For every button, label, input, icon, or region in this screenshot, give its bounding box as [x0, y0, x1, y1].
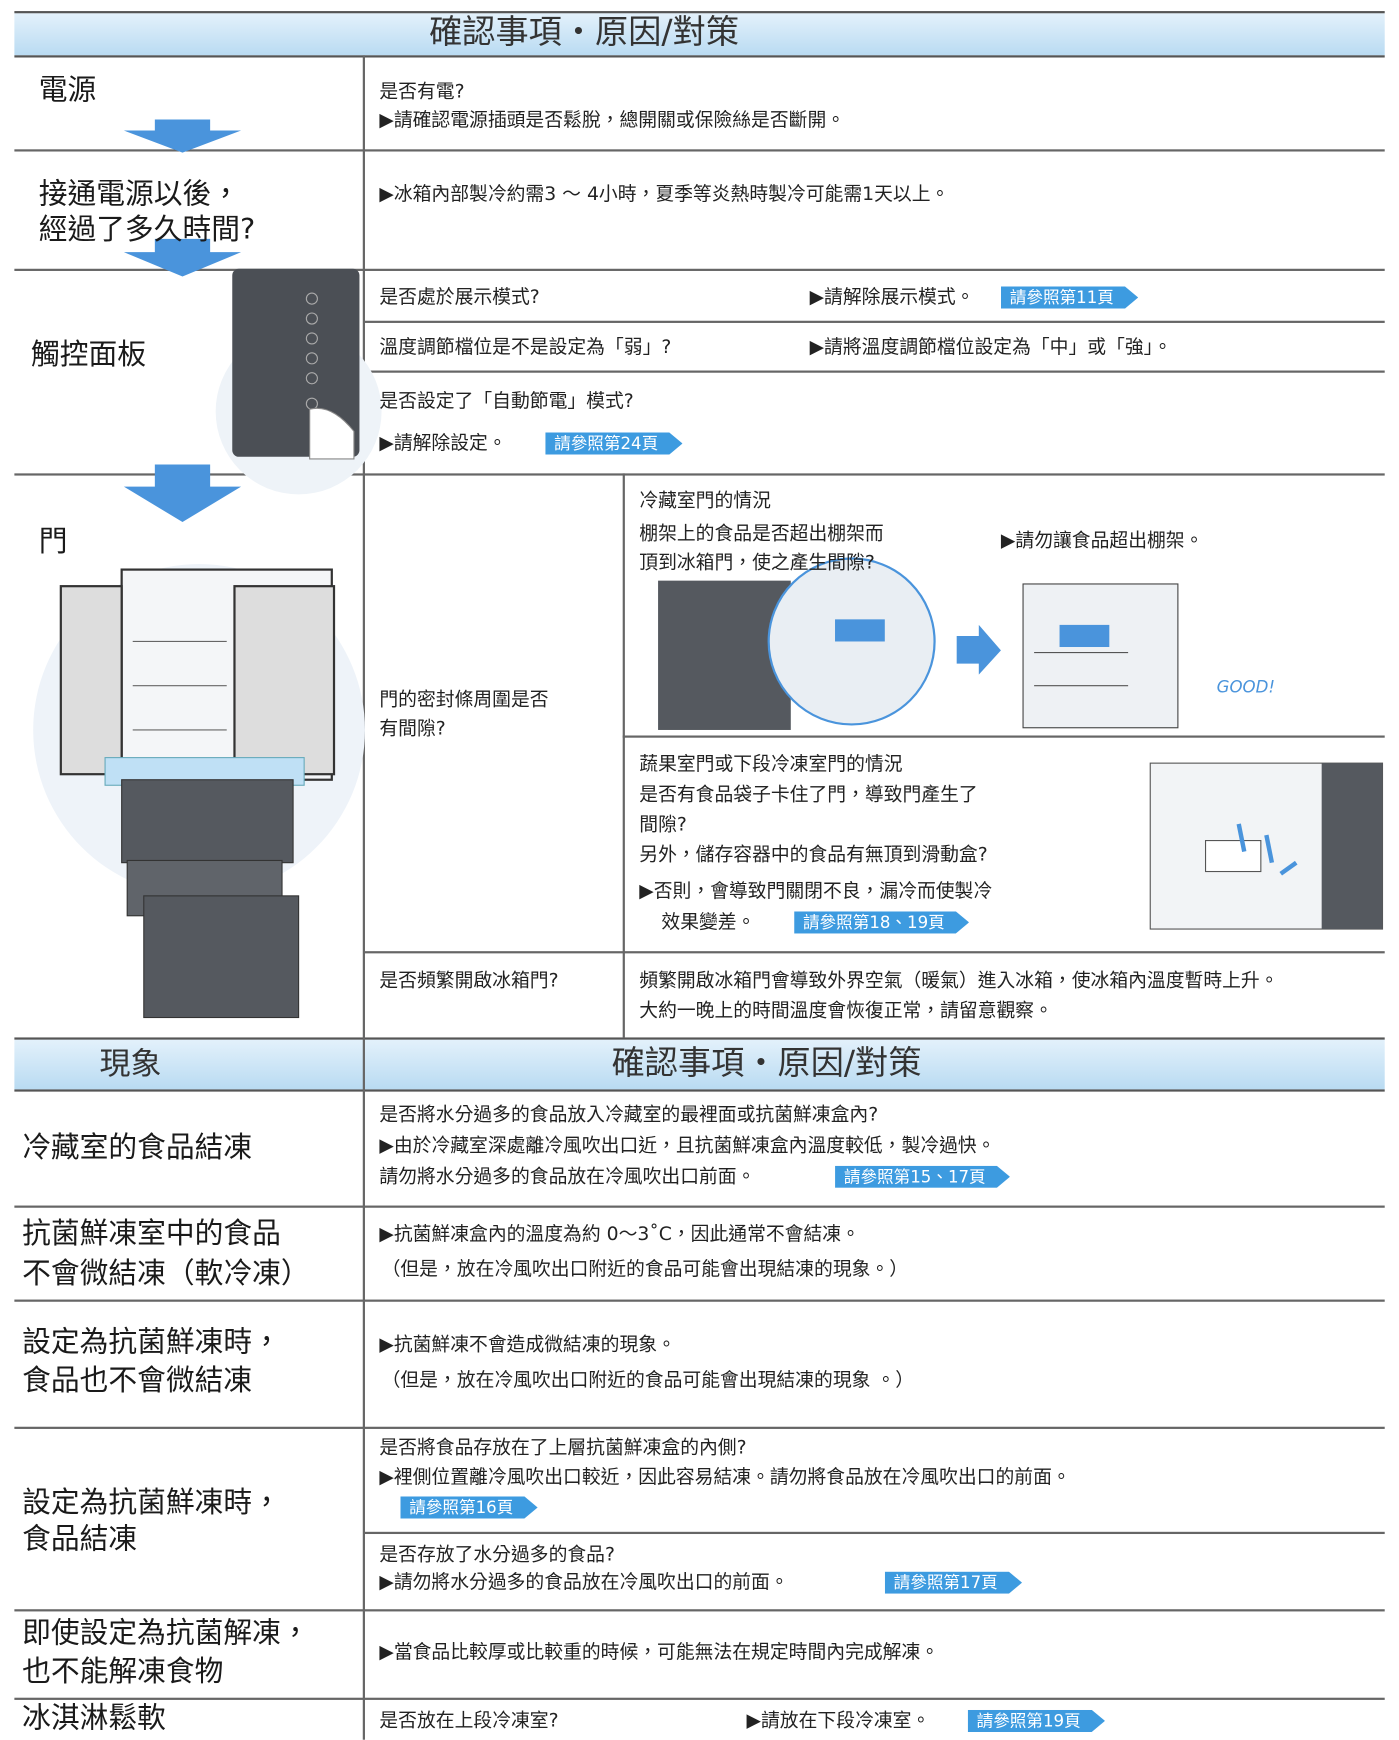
- panel-buttons: [305, 292, 318, 410]
- column-divider: [622, 473, 625, 1038]
- row-label: 冷藏室的食品結凍: [22, 1131, 253, 1165]
- action: ▶由於冷藏室深處離冷風吹出口近，且抗菌鮮凍盒內溫度較低，製冷過快。: [379, 1134, 996, 1157]
- row-line: [14, 1299, 1385, 1302]
- header-title: 確認事項・原因/對策: [611, 1044, 922, 1083]
- check: 是否有電?: [379, 80, 465, 103]
- header-col1: 現象: [99, 1045, 162, 1082]
- case-title: 蔬果室門或下段冷凍室門的情況: [639, 753, 903, 776]
- header-bar: [14, 1037, 1385, 1092]
- check: 是否頻繁開啟冰箱門?: [379, 969, 559, 993]
- action: ▶否則，會導致門關閉不良，漏冷而使製冷: [639, 880, 993, 903]
- action: 效果變差。: [661, 911, 756, 934]
- row-label: 經過了多久時間?: [38, 213, 256, 247]
- row-line: [14, 473, 1385, 476]
- page-ref: 請參照第15、17頁: [835, 1166, 1010, 1188]
- action: ▶抗菌鮮凍不會造成微結凍的現象。: [379, 1333, 676, 1356]
- question: 頂到冰箱門，使之產生間隙?: [639, 551, 875, 575]
- check: 是否將食品存放在了上層抗菌鮮凍盒的內側?: [379, 1436, 747, 1459]
- action: ▶抗菌鮮凍盒內的溫度為約 0～3˚C，因此通常不會結凍。: [379, 1223, 860, 1246]
- question: 棚架上的食品是否超出棚架而: [639, 523, 884, 546]
- case-title: 冷藏室門的情況: [639, 489, 771, 513]
- arrow-down: [123, 464, 242, 523]
- flow-arrows: [123, 119, 242, 523]
- row-label: 不會微結凍（軟冷凍）: [22, 1257, 310, 1291]
- header-bar: [14, 11, 1385, 58]
- action: ▶請將溫度調節檔位設定為「中」或「強」。: [809, 336, 1172, 359]
- question: 是否有食品袋子卡住了門，導致門產生了: [639, 784, 978, 807]
- row-label: 門: [38, 525, 68, 559]
- illustrations: [33, 119, 1384, 1019]
- page-ref: 請參照第19頁: [968, 1710, 1105, 1732]
- row-label: 電源: [38, 74, 97, 108]
- arrow-down: [123, 119, 242, 153]
- check: 是否存放了水分過多的食品?: [379, 1543, 615, 1567]
- action: ▶請解除設定。: [379, 432, 507, 455]
- row-label: 冰淇淋鬆軟: [22, 1702, 166, 1736]
- arrow-down: [123, 238, 242, 277]
- check: 是否設定了「自動節電」模式?: [379, 390, 634, 413]
- row-line: [14, 1697, 1385, 1700]
- page-ref: 請參照第17頁: [885, 1572, 1022, 1594]
- hand: [309, 407, 355, 460]
- row-label: 抗菌鮮凍室中的食品: [22, 1217, 281, 1251]
- row-line: [14, 1426, 1385, 1429]
- fridge: [59, 568, 336, 1019]
- check: 是否將水分過多的食品放入冷藏室的最裡面或抗菌鮮凍盒內?: [379, 1103, 879, 1126]
- action: ▶請勿讓食品超出棚架。: [1000, 529, 1204, 552]
- action: ▶冰箱內部製冷約需3 ～ 4小時，夏季等炎熱時製冷可能需1天以上。: [379, 183, 950, 206]
- header-title: 確認事項・原因/對策: [429, 13, 739, 52]
- question: 另外，儲存容器中的食品有無頂到滑動盒?: [639, 843, 988, 866]
- row-label: 觸控面板: [30, 338, 147, 372]
- action: ▶請解除展示模式。: [809, 286, 975, 309]
- drawer-illustration: [1149, 762, 1384, 930]
- row-line: [364, 320, 1385, 323]
- action: ▶請勿將水分過多的食品放在冷風吹出口的前面。: [379, 1571, 789, 1594]
- row-label: 設定為抗菌鮮凍時，: [22, 1326, 281, 1360]
- column-divider: [362, 55, 365, 1740]
- row-label: 也不能解凍食物: [22, 1655, 224, 1689]
- row-label: 即使設定為抗菌解凍，: [22, 1616, 310, 1651]
- action: （但是，放在冷風吹出口附近的食品可能會出現結凍的現象。）: [381, 1258, 909, 1281]
- page-ref: 請參照第18、19頁: [794, 911, 969, 933]
- page-ref: 請參照第24頁: [545, 432, 682, 454]
- action: 大約一晚上的時間溫度會恢復正常，請留意觀察。: [639, 999, 1053, 1022]
- check: 是否放在上段冷凍室?: [379, 1709, 559, 1732]
- page-ref: 請參照第16頁: [400, 1496, 537, 1518]
- row-line: [364, 1531, 1385, 1534]
- row-line: [622, 735, 1385, 738]
- page-ref: 請參照第11頁: [1001, 286, 1138, 308]
- row-line: [14, 1609, 1385, 1611]
- action: 頻繁開啟冰箱門會導致外界空氣（暖氣）進入冰箱，使冰箱內溫度暫時上升。: [639, 969, 1279, 993]
- question: 間隙?: [639, 814, 687, 837]
- row-line: [14, 268, 1385, 271]
- action: 請勿將水分過多的食品放在冷風吹出口前面。: [379, 1165, 756, 1188]
- row-label: 食品結凍: [22, 1522, 138, 1557]
- row-line: [364, 951, 1385, 953]
- row-line: [14, 149, 1385, 151]
- action: ▶裡側位置離冷風吹出口較近，因此容易結凍。請勿將食品放在冷風吹出口的前面。: [379, 1466, 1071, 1489]
- action: ▶請放在下段冷凍室。: [746, 1709, 931, 1732]
- shelf-illustration: [658, 557, 1179, 730]
- action: ▶當食品比較厚或比較重的時候，可能無法在規定時間內完成解凍。: [379, 1641, 940, 1664]
- check: 是否處於展示模式?: [379, 286, 540, 309]
- row-label: 設定為抗菌鮮凍時，: [22, 1486, 281, 1520]
- row-line: [14, 1205, 1385, 1208]
- row-label: 食品也不會微結凍: [22, 1364, 253, 1398]
- check: 溫度調節檔位是不是設定為「弱」?: [379, 336, 672, 359]
- check: 門的密封條周圍是否: [379, 689, 549, 712]
- row-line: [364, 370, 1385, 373]
- check: 有間隙?: [379, 717, 446, 740]
- action: （但是，放在冷風吹出口附近的食品可能會出現結凍的現象 。）: [381, 1369, 915, 1392]
- row-label: 接通電源以後，: [38, 178, 241, 212]
- illustration-text: GOOD!: [1216, 676, 1276, 697]
- action: ▶請確認電源插頭是否鬆脫，總開關或保險絲是否斷開。: [379, 109, 846, 132]
